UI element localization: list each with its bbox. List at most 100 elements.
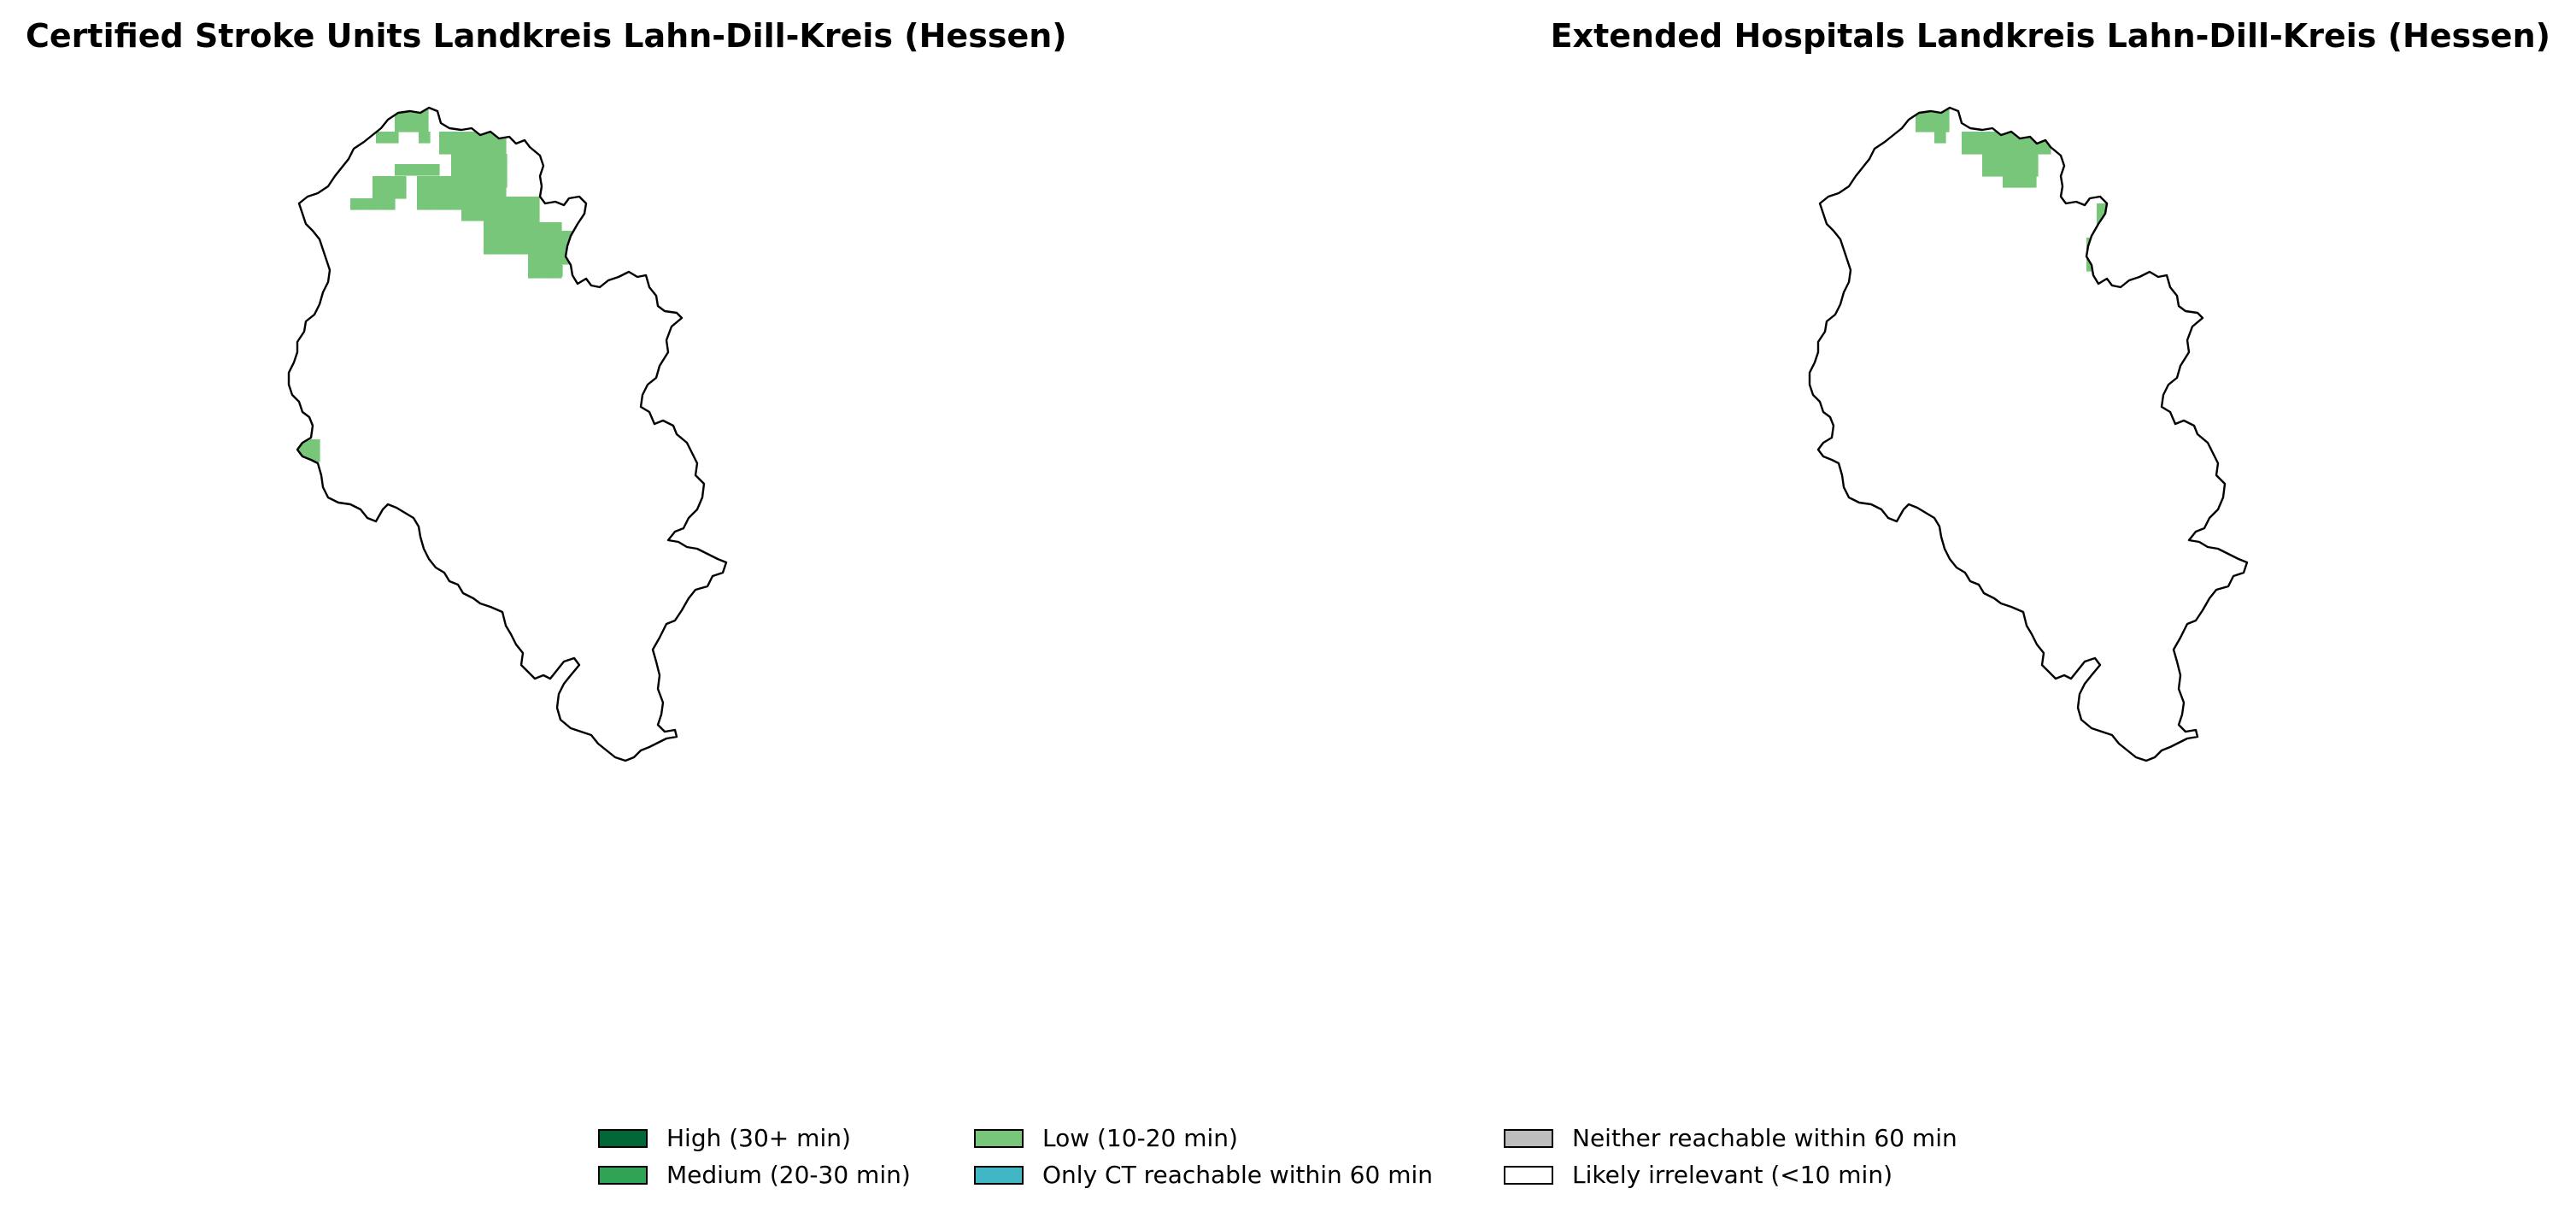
reachability-cell-low (495, 209, 507, 221)
reachability-cell-low (373, 198, 384, 210)
reachability-cell-low (484, 198, 496, 210)
reachability-cell-low (1995, 143, 2007, 155)
reachability-cell-low (472, 209, 484, 221)
reachability-cell-low (484, 232, 496, 244)
reachability-cell-low (1993, 154, 2005, 166)
district-boundary (1808, 106, 2249, 762)
reachability-cell-low (1993, 165, 2005, 177)
reachability-cell-low (472, 176, 484, 188)
reachability-cell-low (1962, 143, 1974, 155)
reachability-cell-low (2025, 176, 2037, 188)
reachability-cell-low (2108, 203, 2120, 215)
reachability-cell-low (506, 230, 518, 242)
reachability-cell-low (439, 198, 451, 210)
reachability-cell-low (2108, 226, 2120, 238)
reachability-cell-low (2108, 215, 2120, 227)
reachability-cell-low (450, 132, 462, 144)
reachability-cell-low (406, 121, 418, 132)
reachability-cell-low (484, 143, 496, 155)
reachability-cell-low (461, 209, 473, 221)
reachability-cell-low (2028, 143, 2040, 155)
reachability-cell-low (484, 221, 496, 232)
reachability-cell-low (484, 209, 496, 221)
reachability-cell-low (395, 121, 407, 132)
reachability-cell-low (428, 164, 440, 176)
reachability-cell-low (387, 132, 399, 144)
reachability-cell-low (517, 197, 529, 209)
reachability-cell-low (528, 233, 540, 245)
reachability-cell-low (495, 143, 507, 155)
reachability-cell-low (350, 198, 362, 210)
reachability-cell-low (472, 198, 484, 210)
reachability-cell-low (419, 132, 431, 144)
reachability-cell-low (484, 176, 496, 188)
reachability-cell-low (417, 176, 429, 188)
reachability-cell-low (2016, 165, 2027, 177)
reachability-cell-low (461, 176, 473, 188)
reachability-cell-low (528, 244, 540, 256)
reachability-cell-low (528, 208, 540, 220)
legend-label: Neither reachable within 60 min (1572, 1124, 1957, 1152)
reachability-cell-low (484, 187, 496, 199)
reachability-cell-low (539, 222, 551, 234)
reachability-cell-low (417, 187, 429, 199)
reachability-cell-low (528, 256, 540, 268)
reachability-cell-low (540, 265, 552, 277)
reachability-cell-low (1984, 132, 1996, 144)
reachability-cell-low (461, 143, 473, 155)
reachability-cell-low (517, 230, 529, 242)
reachability-cell-low (517, 208, 529, 220)
reachability-cell-low (428, 176, 440, 188)
reachability-cell-low (506, 243, 518, 255)
legend-item-high: High (30+ min) (598, 1124, 851, 1152)
reachability-cell-low (462, 165, 474, 177)
reachability-cell-low (439, 187, 451, 199)
reachability-cell-low (450, 143, 462, 155)
reachability-cell-low (551, 265, 563, 277)
reachability-cell-low (495, 243, 507, 255)
reachability-cell-low (373, 176, 384, 188)
reachability-cell-low (495, 221, 507, 232)
reachability-cell-low (506, 208, 518, 220)
reachability-cell-low (484, 165, 496, 177)
legend-swatch (1504, 1128, 1553, 1148)
district-fill (289, 108, 726, 761)
reachability-cell-low (450, 198, 462, 210)
reachability-cell-low (450, 187, 462, 199)
reachability-cell-low (439, 132, 451, 144)
reachability-cell-low (450, 176, 462, 188)
reachability-cell-low (472, 187, 484, 199)
reachability-cell-low (484, 243, 496, 255)
reachability-cell-low (384, 187, 396, 199)
reachability-cell-low (439, 176, 451, 188)
district-boundary (287, 106, 728, 762)
reachability-cell-low (406, 164, 418, 176)
legend-swatch (974, 1165, 1024, 1185)
reachability-cell-low (2004, 165, 2016, 177)
reachability-cell-low (496, 154, 508, 166)
reachability-cell-low (395, 187, 407, 199)
reachability-cell-low (495, 187, 507, 199)
reachability-cell-low (308, 439, 320, 451)
legend-swatch (974, 1128, 1024, 1148)
reachability-cell-low (550, 242, 562, 254)
reachability-cell-low (2004, 154, 2016, 166)
reachability-cell-low (1984, 143, 1996, 155)
reachability-cell-low (2006, 143, 2018, 155)
reachability-cell-low (484, 154, 496, 166)
legend-label: Low (10-20 min) (1042, 1124, 1238, 1152)
legend-label: Medium (20-30 min) (666, 1161, 911, 1189)
reachability-cell-low (384, 198, 396, 210)
map-extended-hospitals (1808, 106, 2249, 762)
reachability-cell-low (528, 267, 540, 279)
reachability-cell-low (462, 154, 474, 166)
reachability-cell-low (461, 187, 473, 199)
reachability-cell-low (495, 198, 507, 210)
reachability-cell-low (1916, 121, 1928, 132)
legend-item-only-ct: Only CT reachable within 60 min (974, 1161, 1433, 1189)
reachability-cell-low (1973, 132, 1985, 144)
legend-label: High (30+ min) (666, 1124, 851, 1152)
reachability-cell-low (417, 164, 429, 176)
reachability-cell-low (2014, 176, 2026, 188)
reachability-cell-low (539, 256, 551, 268)
